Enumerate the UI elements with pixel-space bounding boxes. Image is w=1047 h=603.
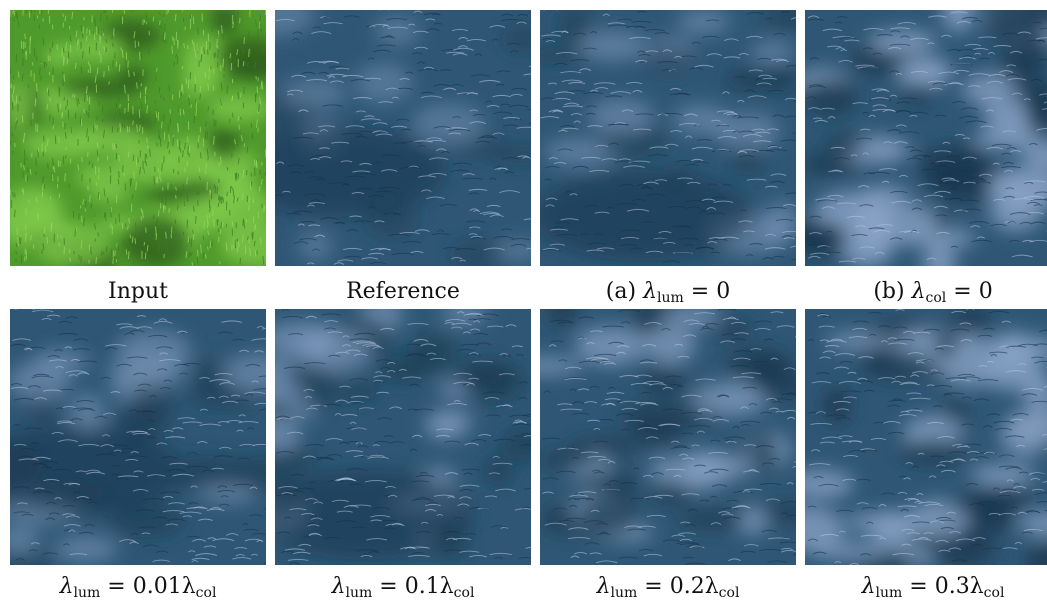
caption-lum-02: λlum = 0.2λcol <box>596 574 740 601</box>
caption-b: (b) λcol = 0 <box>873 279 993 306</box>
caption-lum-001: λlum = 0.01λcol <box>59 574 217 601</box>
caption-lum-01: λlum = 0.1λcol <box>331 574 475 601</box>
result-lum-01-image <box>275 309 531 565</box>
result-b-image <box>805 10 1047 266</box>
caption-reference: Reference <box>346 279 460 304</box>
result-lum-001-image <box>10 309 266 565</box>
input-grass-image <box>10 10 266 266</box>
result-lum-02-image <box>540 309 796 565</box>
reference-water-image <box>275 10 531 266</box>
result-lum-03-image <box>805 309 1047 565</box>
caption-lum-03: λlum = 0.3λcol <box>861 574 1005 601</box>
result-a-image <box>540 10 796 266</box>
caption-input: Input <box>108 279 168 304</box>
caption-a: (a) λlum = 0 <box>605 279 731 306</box>
